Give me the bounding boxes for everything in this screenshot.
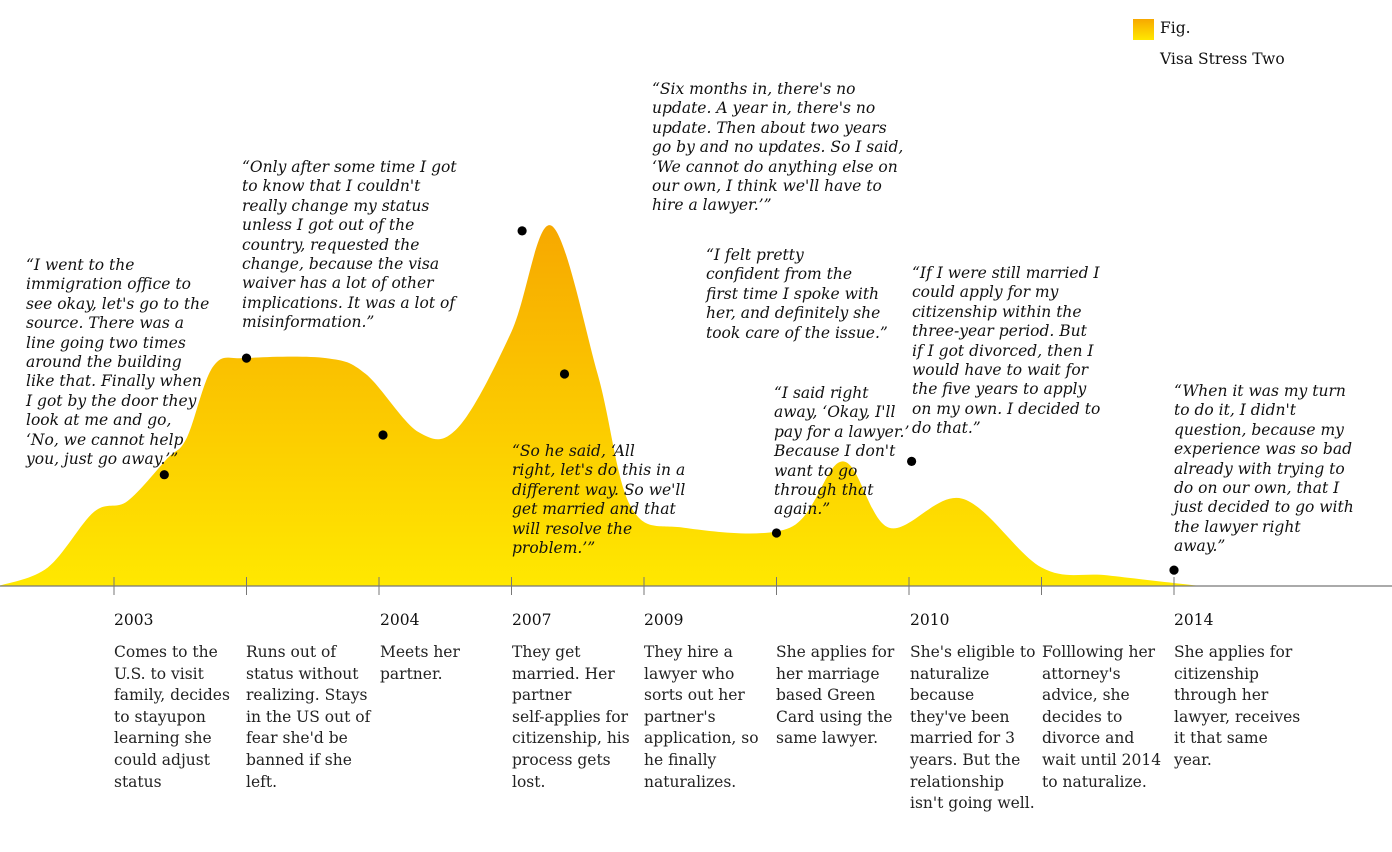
- quote-point-4: [517, 226, 527, 236]
- event-description-6: She applies for her marriage based Green…: [776, 643, 895, 748]
- quote-point-1: [159, 470, 169, 480]
- event-description-3: Meets her partner.: [380, 643, 460, 683]
- timeline-ticks: [113, 577, 1175, 595]
- event-description-8: Folllowing her attorney's advice, she de…: [1042, 643, 1162, 791]
- legend-title: Visa Stress Two: [1160, 50, 1285, 68]
- quote-point-3: [378, 430, 388, 440]
- year-label-5: 2009: [644, 611, 684, 629]
- quote-point-5: [559, 369, 570, 379]
- year-label-7: 2010: [910, 611, 950, 629]
- quote-point-7: [907, 456, 917, 466]
- quote-point-2: [241, 353, 252, 363]
- stress-area: [0, 225, 1201, 586]
- legend-fig-label: Fig.: [1160, 19, 1191, 37]
- legend-swatch: [1133, 19, 1154, 40]
- event-description-9: She applies for citizenship through her …: [1174, 643, 1301, 769]
- quote-point-8: [1169, 565, 1179, 575]
- year-label-4: 2007: [512, 611, 552, 629]
- quote-7: “If I were still married I could apply f…: [912, 264, 1101, 438]
- quote-4: “Six months in, there's no update. A yea…: [652, 80, 904, 215]
- year-label-3: 2004: [380, 611, 420, 629]
- quote-8: “When it was my turn to do it, I didn't …: [1174, 382, 1354, 556]
- quote-point-6: [771, 528, 782, 538]
- quote-2: “Only after some time I got to know that…: [242, 158, 457, 332]
- quote-points: [159, 226, 1179, 575]
- quote-6: “I said right away, ‘Okay, I'll pay for …: [774, 384, 910, 519]
- year-label-1: 2003: [114, 611, 154, 629]
- year-label-9: 2014: [1174, 611, 1214, 629]
- event-description-4: They get married. Her partner self-appli…: [512, 643, 630, 791]
- event-description-5: They hire a lawyer who sorts out her par…: [644, 643, 759, 791]
- quote-5: “I felt pretty confident from the first …: [706, 246, 888, 342]
- quote-3: “So he said, ‘All right, let's do this i…: [512, 442, 686, 558]
- event-description-7: She's eligible to naturalize because the…: [910, 643, 1036, 813]
- event-description-2: Runs out of status without realizing. St…: [246, 643, 371, 791]
- event-description-1: Comes to the U.S. to visit family, decid…: [114, 643, 230, 791]
- quote-1: “I went to the immigration office to see…: [26, 256, 210, 469]
